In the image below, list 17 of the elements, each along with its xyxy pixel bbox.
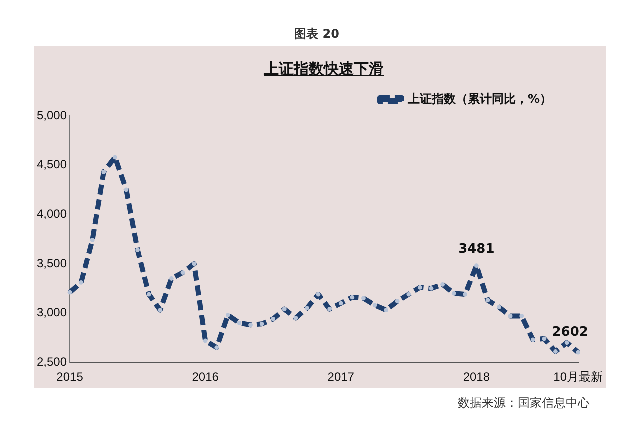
chart-subtitle: 上证指数快速下滑 — [264, 60, 384, 79]
x-tick-label: 2018 — [463, 370, 490, 384]
x-tick-label: 2015 — [56, 370, 84, 384]
x-tick-label: 10月最新 — [554, 370, 604, 384]
data-label: 3481 — [458, 242, 495, 258]
chart-title: 图表 20 — [294, 26, 340, 43]
x-tick-label: 2017 — [328, 370, 355, 384]
y-tick-label: 5,000 — [37, 108, 68, 122]
y-tick-label: 3,500 — [37, 256, 68, 270]
data-label: 2602 — [552, 324, 588, 340]
y-tick-label: 2,500 — [37, 354, 68, 369]
y-tick-label: 4,500 — [37, 158, 68, 172]
x-tick-label: 2016 — [192, 370, 220, 384]
legend-label: 上证指数（累计同比，%） — [406, 92, 552, 106]
y-tick-label: 3,000 — [37, 306, 68, 320]
y-tick-label: 4,000 — [37, 206, 68, 221]
source-note: 数据来源：国家信息中心 — [458, 395, 590, 412]
